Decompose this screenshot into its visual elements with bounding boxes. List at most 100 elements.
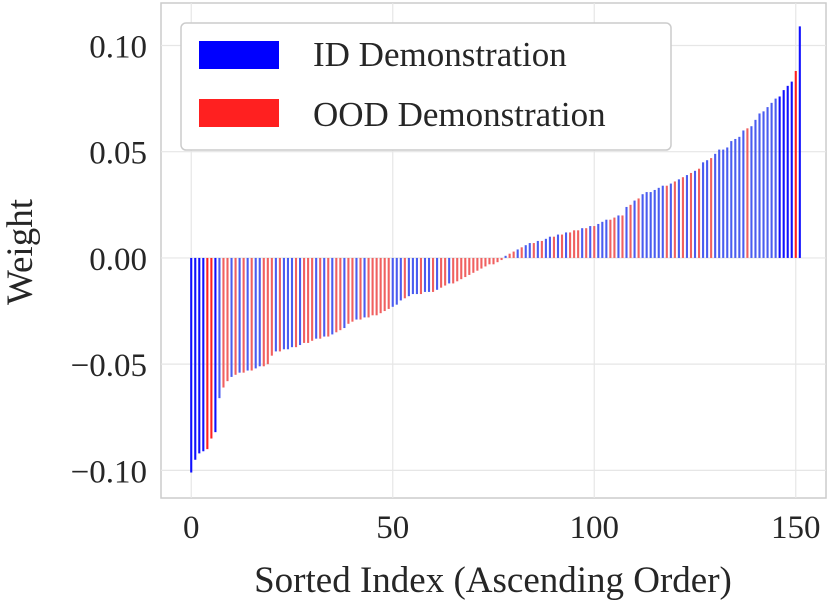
bar-id-113 — [645, 192, 648, 258]
bar-id-0 — [190, 257, 193, 473]
bar-id-106 — [617, 215, 620, 258]
bar-id-89 — [548, 236, 551, 258]
y-axis-title: Weight — [0, 198, 41, 305]
bar-id-116 — [657, 187, 660, 258]
bar-ood-15 — [250, 257, 253, 371]
bar-ood-22 — [278, 257, 281, 352]
bar-id-23 — [282, 257, 285, 350]
bar-ood-44 — [367, 257, 370, 318]
bar-ood-118 — [665, 185, 668, 258]
bar-ood-92 — [560, 234, 564, 258]
bar-ood-28 — [303, 257, 306, 343]
bar-ood-95 — [573, 230, 576, 258]
bar-id-51 — [395, 257, 398, 305]
bar-ood-75 — [492, 257, 495, 265]
bar-ood-20 — [270, 257, 273, 356]
bar-id-10 — [230, 257, 233, 377]
bar-id-50 — [391, 257, 394, 307]
bar-id-78 — [504, 255, 507, 258]
bar-ood-87 — [540, 240, 543, 258]
bar-id-135 — [734, 138, 737, 258]
bar-id-93 — [565, 232, 568, 258]
x-tick-label-0: 0 — [183, 510, 200, 546]
bar-id-17 — [258, 257, 261, 367]
bar-ood-37 — [339, 257, 342, 331]
bar-id-64 — [448, 257, 451, 284]
bar-ood-34 — [327, 257, 330, 337]
bar-ood-69 — [468, 257, 471, 275]
bar-ood-138 — [746, 128, 749, 258]
bar-id-144 — [770, 102, 773, 258]
bar-id-54 — [407, 257, 410, 297]
bar-id-131 — [718, 149, 721, 258]
bar-ood-40 — [351, 257, 354, 322]
bar-id-132 — [722, 149, 725, 258]
bar-id-125 — [693, 170, 697, 258]
bar-ood-60 — [432, 257, 435, 292]
bar-ood-82 — [520, 247, 523, 258]
bar-id-38 — [343, 257, 346, 329]
bar-ood-96 — [577, 230, 580, 258]
y-tick-label-3: 0.05 — [89, 136, 147, 172]
bar-id-91 — [556, 234, 560, 258]
bar-id-86 — [536, 240, 539, 258]
legend-label-ood: OOD Demonstration — [313, 95, 606, 134]
bar-ood-85 — [532, 243, 535, 258]
bar-ood-94 — [569, 232, 572, 258]
bar-id-119 — [669, 183, 672, 258]
bar-id-112 — [641, 194, 644, 258]
bar-id-108 — [625, 206, 628, 258]
bar-id-6 — [214, 257, 217, 433]
bar-ood-107 — [621, 215, 624, 258]
bar-ood-48 — [383, 257, 386, 312]
bar-id-148 — [786, 85, 789, 258]
bar-ood-5 — [210, 257, 213, 439]
x-tick-labels: 0 50 100 150 — [183, 510, 821, 546]
y-tick-label-0: −0.10 — [71, 454, 147, 490]
bar-id-102 — [601, 221, 604, 258]
bar-id-101 — [597, 223, 600, 258]
bar-ood-77 — [500, 257, 503, 261]
bar-ood-67 — [460, 257, 463, 280]
x-axis-title: Sorted Index (Ascending Order) — [254, 560, 732, 601]
bar-id-110 — [633, 200, 636, 258]
bar-id-24 — [286, 257, 290, 350]
bar-id-115 — [653, 189, 656, 258]
bar-ood-46 — [375, 257, 378, 316]
bars — [190, 26, 801, 473]
bar-ood-120 — [673, 181, 676, 258]
bar-ood-26 — [294, 257, 298, 348]
bar-id-141 — [758, 113, 761, 258]
bar-id-137 — [742, 130, 745, 258]
bar-ood-32 — [319, 257, 322, 339]
bar-id-88 — [544, 238, 547, 258]
legend: ID Demonstration OOD Demonstration — [180, 22, 672, 151]
bar-ood-70 — [472, 257, 475, 273]
bar-ood-150 — [794, 70, 797, 258]
bar-ood-124 — [689, 172, 693, 258]
bar-ood-109 — [629, 204, 632, 258]
bar-ood-73 — [484, 257, 487, 267]
x-tick-label-2: 100 — [570, 510, 620, 546]
bar-ood-63 — [444, 257, 447, 286]
legend-label-id: ID Demonstration — [313, 35, 567, 74]
bar-id-117 — [661, 185, 664, 258]
bar-id-103 — [605, 219, 608, 258]
bar-id-2 — [198, 257, 201, 454]
bar-ood-72 — [480, 257, 483, 269]
bar-ood-47 — [379, 257, 382, 314]
bar-id-139 — [750, 126, 753, 258]
y-tick-label-2: 0.00 — [89, 242, 147, 278]
bar-id-83 — [524, 245, 527, 258]
bar-ood-90 — [552, 236, 556, 258]
bar-id-56 — [415, 257, 418, 295]
bar-id-114 — [649, 192, 652, 258]
bar-ood-100 — [593, 226, 596, 258]
bar-ood-8 — [222, 257, 225, 388]
bar-id-27 — [299, 257, 302, 346]
bar-id-147 — [782, 90, 785, 258]
bar-ood-30 — [311, 257, 314, 341]
bar-ood-36 — [335, 257, 338, 333]
bar-id-31 — [315, 257, 318, 339]
